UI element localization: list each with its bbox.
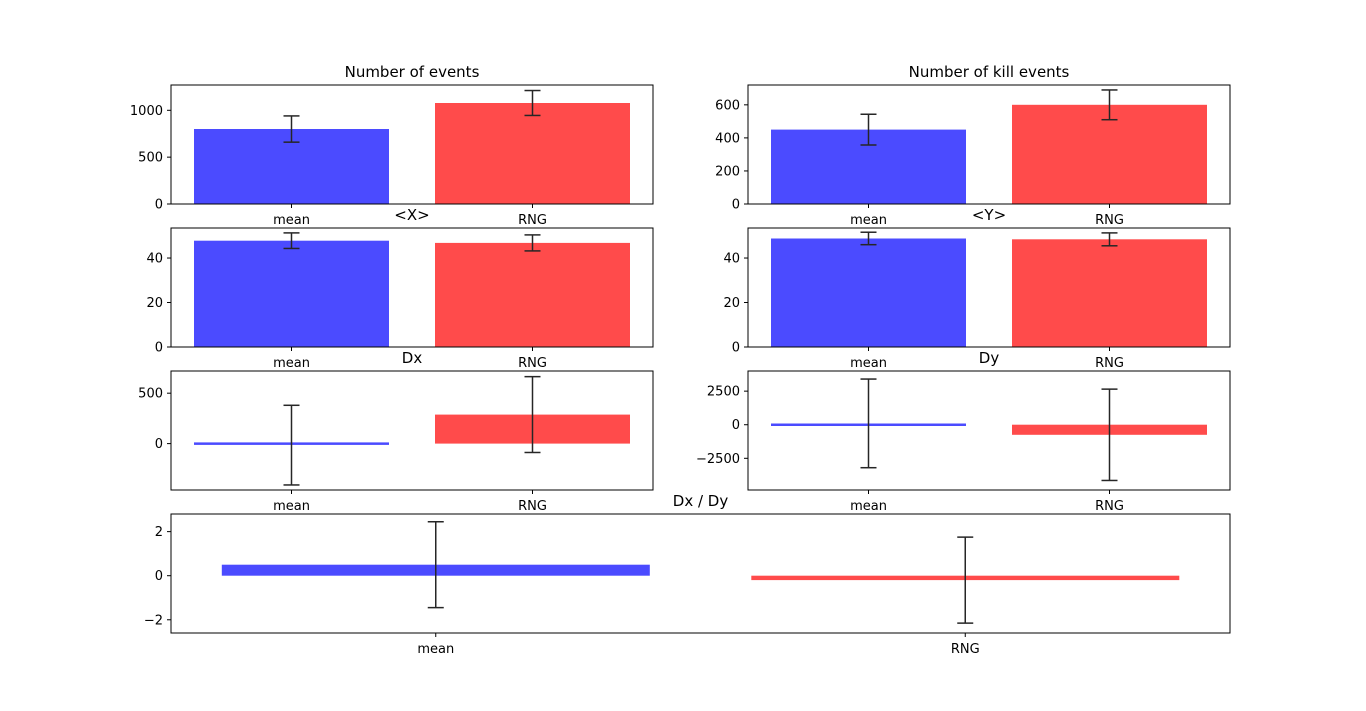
y-tick-label: 2 (155, 525, 163, 540)
chart-title: Dy (979, 349, 1000, 367)
error-bar-RNG (524, 89, 541, 117)
y-tick-label: 20 (723, 296, 740, 311)
y-tick-label: 200 (715, 164, 740, 179)
x-tick-label: RNG (518, 499, 547, 514)
chart-panel: 0 500 1000 mean RNG Number of events (130, 63, 654, 228)
error-bar-mean (860, 378, 877, 469)
y-tick-label: 0 (155, 341, 163, 356)
axes-frame (170, 513, 1231, 634)
error-bar-mean (283, 232, 300, 250)
y-tick-label: 0 (732, 341, 740, 356)
bar-RNG (1012, 239, 1207, 347)
chart-title: Dx (402, 349, 423, 367)
error-bar-mean (860, 231, 877, 246)
chart-panel: 0 500 mean RNG Dx (138, 349, 654, 514)
chart-title: <X> (394, 206, 429, 224)
error-bar-RNG (1101, 388, 1118, 482)
x-tick-label: mean (273, 499, 310, 514)
error-bar-RNG (1101, 89, 1118, 121)
bar-RNG (1012, 104, 1207, 204)
x-tick-label: RNG (1095, 356, 1124, 371)
x-tick-label: mean (850, 499, 887, 514)
chart-panel: 0 20 40 mean RNG <Y> (723, 206, 1231, 371)
y-tick-label: 0 (732, 198, 740, 213)
axes-frame (170, 84, 654, 205)
error-bar-mean (283, 404, 300, 486)
bar-mean (194, 240, 389, 347)
y-tick-label: 600 (715, 98, 740, 113)
axes-frame (747, 370, 1231, 491)
axes-frame (170, 370, 654, 491)
x-tick-label: mean (273, 356, 310, 371)
x-tick-label: RNG (1095, 499, 1124, 514)
chart-panel: −2500 0 2500 mean RNG Dy (696, 349, 1231, 514)
y-tick-label: 1000 (130, 104, 163, 119)
y-tick-label: 40 (723, 252, 740, 267)
x-tick-label: mean (417, 642, 454, 657)
chart-title: Number of events (345, 63, 480, 81)
bar-mean (771, 238, 966, 347)
error-bar-RNG (524, 375, 541, 454)
y-tick-label: 0 (732, 418, 740, 433)
chart-panel: 0 200 400 600 mean RNG Number of kill events (715, 63, 1231, 228)
error-bar-mean (427, 520, 444, 609)
axes-frame (747, 84, 1231, 205)
y-tick-label: 400 (715, 131, 740, 146)
y-tick-label: −2 (144, 613, 163, 628)
x-tick-label: RNG (951, 642, 980, 657)
y-tick-label: 2500 (707, 385, 740, 400)
axes-frame (747, 227, 1231, 348)
bar-RNG (435, 103, 630, 204)
error-bar-mean (860, 113, 877, 146)
error-bar-RNG (1101, 232, 1118, 247)
y-tick-label: 0 (155, 198, 163, 213)
y-tick-label: 0 (155, 437, 163, 452)
chart-panel: −2 0 2 mean RNG Dx / Dy (144, 492, 1231, 657)
chart-title: Dx / Dy (673, 492, 729, 510)
error-bar-RNG (957, 536, 974, 624)
x-tick-label: RNG (1095, 213, 1124, 228)
axes-frame (170, 227, 654, 348)
x-tick-label: mean (850, 356, 887, 371)
bar-RNG (435, 242, 630, 347)
chart-panel: 0 20 40 mean RNG <X> (146, 206, 654, 371)
x-tick-label: mean (273, 213, 310, 228)
y-tick-label: −2500 (696, 452, 740, 467)
y-tick-label: 0 (155, 569, 163, 584)
x-tick-label: RNG (518, 356, 547, 371)
y-tick-label: 500 (138, 151, 163, 166)
chart-title: <Y> (972, 206, 1006, 224)
y-tick-label: 500 (138, 387, 163, 402)
chart-title: Number of kill events (909, 63, 1070, 81)
error-bar-RNG (524, 234, 541, 252)
y-tick-label: 40 (146, 252, 163, 267)
error-bar-mean (283, 115, 300, 143)
x-tick-label: mean (850, 213, 887, 228)
y-tick-label: 20 (146, 296, 163, 311)
x-tick-label: RNG (518, 213, 547, 228)
